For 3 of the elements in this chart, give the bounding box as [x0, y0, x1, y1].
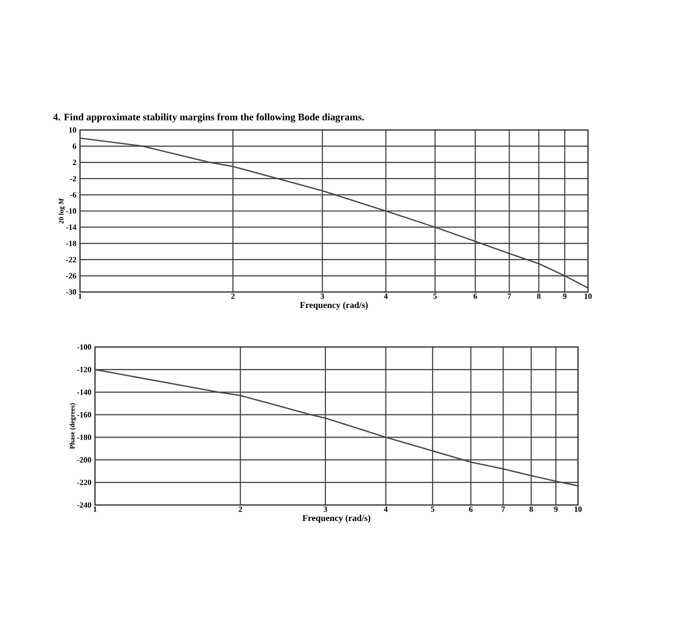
x-axis-title: Frequency (rad/s): [302, 514, 370, 523]
x-axis-title: Frequency (rad/s): [300, 302, 368, 310]
chart-title: 4. Find approximate stability margins from the following Bode diagrams.: [53, 113, 364, 123]
